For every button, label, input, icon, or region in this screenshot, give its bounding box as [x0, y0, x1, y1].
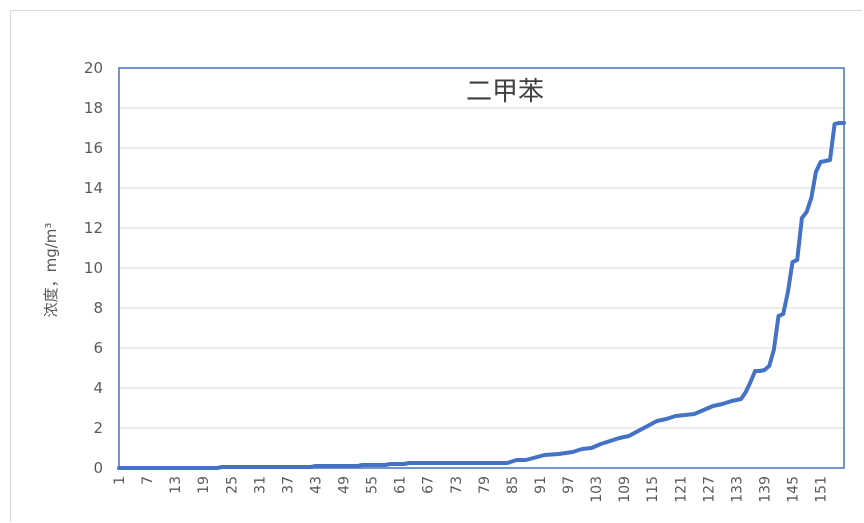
x-tick-label: 37: [280, 476, 296, 494]
x-tick-label: 43: [308, 476, 324, 494]
x-tick-label: 121: [673, 476, 689, 503]
x-tick-label: 127: [701, 476, 717, 503]
x-tick-label: 61: [393, 476, 409, 494]
y-tick-label: 10: [84, 259, 103, 277]
x-tick-label: 79: [477, 476, 493, 494]
x-tick-label: 13: [168, 476, 184, 494]
chart-title: 二甲苯: [466, 77, 544, 107]
x-tick-label: 91: [533, 476, 549, 494]
x-tick-label: 31: [252, 476, 268, 494]
x-tick-label: 145: [786, 476, 802, 503]
x-tick-label: 133: [729, 476, 745, 503]
y-axis-ticks: 0 2 4 6 8 10 12 14 16 18 20: [84, 59, 103, 477]
y-tick-label: 12: [84, 219, 103, 237]
x-tick-label: 139: [757, 476, 773, 503]
x-tick-label: 7: [140, 476, 156, 485]
chart-frame: [10, 10, 862, 522]
x-tick-label: 25: [224, 476, 240, 494]
series-line: [117, 121, 846, 470]
y-tick-label: 4: [93, 379, 103, 397]
series-layer: [117, 121, 846, 470]
y-tick-label: 8: [93, 299, 103, 317]
y-tick-label: 20: [84, 59, 103, 77]
x-tick-label: 67: [421, 476, 437, 494]
y-tick-label: 14: [84, 179, 103, 197]
x-tick-label: 115: [645, 476, 661, 503]
y-axis-label: 浓度，mg/m³: [42, 223, 60, 318]
y-tick-label: 18: [84, 99, 103, 117]
plot-area: [118, 67, 845, 469]
x-tick-label: 19: [196, 476, 212, 494]
x-tick-label: 55: [365, 476, 381, 494]
gridlines: [119, 107, 844, 429]
x-tick-label: 103: [589, 476, 605, 503]
x-tick-label: 1: [112, 476, 128, 485]
y-tick-label: 0: [93, 459, 103, 477]
y-tick-label: 6: [93, 339, 103, 357]
y-tick-label: 2: [93, 419, 103, 437]
x-tick-label: 73: [449, 476, 465, 494]
x-tick-label: 109: [617, 476, 633, 503]
y-tick-label: 16: [84, 139, 103, 157]
x-tick-label: 97: [561, 476, 577, 494]
x-tick-label: 85: [505, 476, 521, 494]
x-axis-ticks: 1 7 13 19 25 31 37 43 49 55 61 67 73 79 85 91 97 103 109 11…: [112, 476, 830, 503]
x-tick-label: 49: [337, 476, 353, 494]
x-tick-label: 151: [814, 476, 830, 503]
